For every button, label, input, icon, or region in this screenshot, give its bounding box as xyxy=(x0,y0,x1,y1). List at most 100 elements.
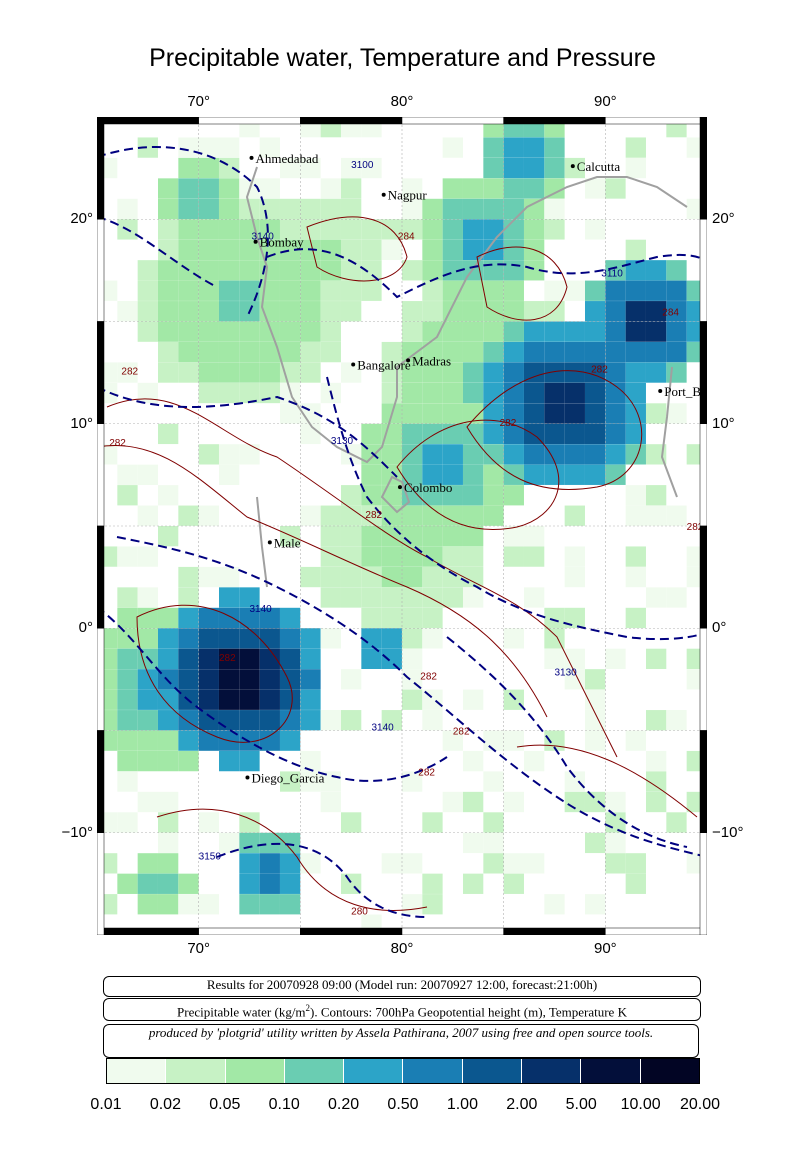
pw-cell xyxy=(219,362,240,383)
pw-cell xyxy=(239,873,260,894)
pw-cell xyxy=(402,403,423,424)
frame-bar xyxy=(699,832,707,935)
pw-cell xyxy=(300,669,321,690)
pw-cell xyxy=(442,219,463,240)
pw-cell xyxy=(585,178,606,199)
pw-cell xyxy=(259,137,280,158)
pw-cell xyxy=(198,444,219,465)
city-dot xyxy=(351,362,356,367)
pw-cell xyxy=(422,444,443,465)
pw-cell xyxy=(625,321,646,342)
pw-cell xyxy=(442,546,463,567)
contour-label: 282 xyxy=(418,767,435,778)
pw-cell xyxy=(544,137,565,158)
pw-cell xyxy=(503,280,524,301)
pw-cell xyxy=(402,301,423,322)
pw-cell xyxy=(137,382,158,404)
pw-cell xyxy=(524,526,545,547)
pw-cell xyxy=(280,832,301,854)
pw-cell xyxy=(300,362,321,383)
pw-cell xyxy=(483,812,504,833)
pw-cell xyxy=(219,301,240,322)
pw-cell xyxy=(625,239,646,260)
pw-cell xyxy=(503,423,524,445)
pw-cell xyxy=(646,321,667,342)
pw-cell xyxy=(544,464,565,485)
pw-cell xyxy=(503,301,524,322)
frame-bar xyxy=(300,927,403,935)
variables-box: Precipitable water (kg/m2). Contours: 70… xyxy=(103,998,701,1021)
frame-bar xyxy=(97,321,105,424)
pw-cell xyxy=(483,260,504,281)
pw-cell xyxy=(585,791,606,813)
pw-cell xyxy=(320,587,341,608)
pw-cell xyxy=(585,219,606,240)
pw-cell xyxy=(361,280,382,301)
pw-cell xyxy=(483,362,504,383)
pw-cell xyxy=(422,423,443,445)
pw-cell xyxy=(117,750,138,772)
pw-cell xyxy=(259,219,280,240)
longitude-tick-label: 90° xyxy=(593,93,617,110)
pw-cell xyxy=(544,301,565,322)
colorbar-swatch xyxy=(640,1059,699,1083)
pw-cell xyxy=(239,832,260,854)
pw-cell xyxy=(483,403,504,424)
colorbar-swatch xyxy=(581,1059,641,1083)
pw-cell xyxy=(178,669,199,690)
pw-cell xyxy=(381,628,402,649)
colorbar-label: 5.00 xyxy=(565,1096,597,1113)
longitude-tick-label: 80° xyxy=(390,940,414,957)
colorbar-label: 1.00 xyxy=(446,1096,478,1113)
pw-cell xyxy=(259,321,280,342)
pw-cell xyxy=(158,280,179,301)
pw-cell xyxy=(341,301,362,322)
frame-bar xyxy=(605,117,707,125)
pw-cell xyxy=(585,730,606,751)
frame-bar xyxy=(300,117,403,125)
pw-cell xyxy=(300,260,321,281)
pw-cell xyxy=(361,587,382,608)
results-box: Results for 20070928 09:00 (Model run: 2… xyxy=(103,976,701,997)
pw-cell xyxy=(280,260,301,281)
pw-cell xyxy=(422,628,443,649)
map-frame-bars xyxy=(97,117,707,935)
pw-cell xyxy=(361,607,382,629)
pw-cell xyxy=(137,301,158,322)
pw-cell xyxy=(564,648,585,669)
pw-cell xyxy=(625,566,646,588)
pw-cell xyxy=(605,853,626,874)
pw-cell xyxy=(442,321,463,342)
pw-cell xyxy=(341,485,362,506)
pw-cell xyxy=(320,566,341,588)
pw-cell xyxy=(503,382,524,404)
pw-cell xyxy=(219,587,240,608)
temperature-contours xyxy=(97,216,698,911)
pw-cell xyxy=(544,444,565,465)
pw-cell xyxy=(564,341,585,363)
pw-cell xyxy=(198,894,219,915)
pw-cell xyxy=(219,832,240,854)
pw-cell xyxy=(646,791,667,813)
pw-cell xyxy=(605,791,626,813)
pw-cell xyxy=(117,730,138,751)
pw-cell xyxy=(442,791,463,813)
pw-cell xyxy=(524,157,545,179)
pw-cell xyxy=(198,137,219,158)
pw-cell xyxy=(219,710,240,731)
colorbar-label: 0.20 xyxy=(328,1096,360,1113)
pw-cell xyxy=(585,341,606,363)
pw-cell xyxy=(625,546,646,567)
pw-cell xyxy=(422,260,443,281)
frame-bar xyxy=(605,927,707,935)
pw-cell xyxy=(483,137,504,158)
pw-cell xyxy=(219,260,240,281)
pw-cell xyxy=(361,464,382,485)
pw-cell xyxy=(381,587,402,608)
pw-cell xyxy=(564,771,585,792)
pw-cell xyxy=(503,321,524,342)
pw-cell xyxy=(219,628,240,649)
pw-cell xyxy=(259,648,280,669)
pw-cell xyxy=(402,444,423,465)
pw-cell xyxy=(585,832,606,854)
